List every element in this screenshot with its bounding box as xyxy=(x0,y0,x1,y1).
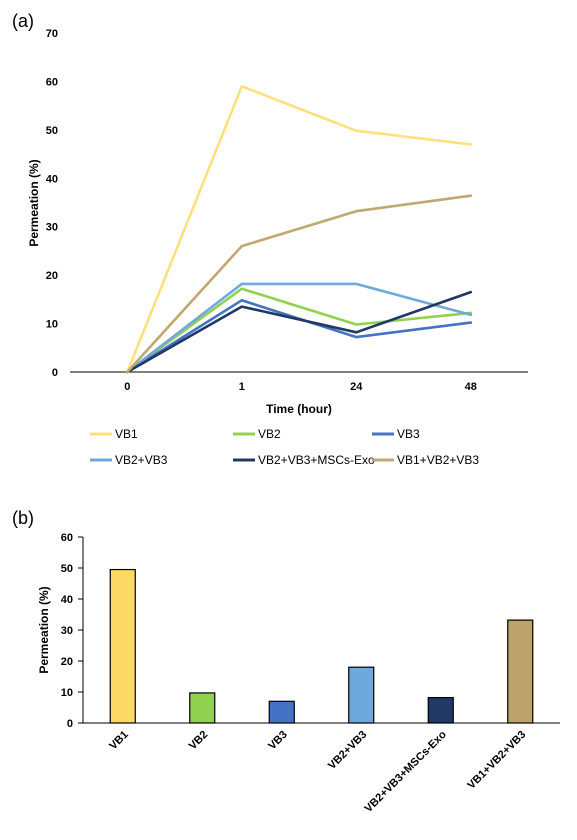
panel-a-x-tick-48: 48 xyxy=(465,381,477,393)
series-line-vb2 xyxy=(126,287,473,374)
bar-vb3 xyxy=(268,700,295,724)
panel-a-legend: VB1 VB2 VB3 VB2+VB3 VB2+VB3+MSCs-Exo VB1+VB2+… xyxy=(90,427,479,467)
legend-label-vb3: VB3 xyxy=(397,427,420,441)
panel-a-x-axis: 0 1 24 48 xyxy=(124,381,477,393)
bar-vb1-vb2-vb3 xyxy=(507,619,534,724)
panel-a-y-tick-70: 70 xyxy=(46,28,58,40)
legend-label-vb1-vb2-vb3: VB1+VB2+VB3 xyxy=(397,453,479,467)
panel-a-x-tick-24: 24 xyxy=(350,381,363,393)
panel-a-y-tick-10: 10 xyxy=(46,319,58,331)
panel-a-y-tick-60: 60 xyxy=(46,76,58,88)
panel-a-series-lines xyxy=(126,85,473,374)
legend-label-vb1: VB1 xyxy=(115,427,138,441)
panel-b-x-tick-vb3: VB3 xyxy=(266,729,290,753)
panel-b-y-axis: 0 10 20 30 40 50 60 xyxy=(61,532,83,730)
bar-vb2 xyxy=(189,692,216,724)
panel-a-y-tick-30: 30 xyxy=(46,222,58,234)
panel-b-y-tick-30: 30 xyxy=(61,625,73,637)
series-line-vb2-vb3-mscs-exo xyxy=(126,290,473,374)
series-line-vb1-vb2-vb3 xyxy=(126,194,473,374)
panel-a-y-axis: 0 10 20 30 40 50 60 70 xyxy=(46,28,58,379)
panel-a-y-tick-20: 20 xyxy=(46,270,58,282)
panel-b-y-tick-60: 60 xyxy=(61,532,73,544)
panel-b-x-tick-vb1-vb2-vb3: VB1+VB2+VB3 xyxy=(465,729,528,792)
legend-label-vb2-vb3: VB2+VB3 xyxy=(115,453,168,467)
panel-a-y-axis-title: Permeation (%) xyxy=(27,159,41,246)
panel-b-bars xyxy=(109,568,534,724)
panel-a-y-tick-0: 0 xyxy=(52,367,58,379)
bar-vb2-vb3-mscs-exo xyxy=(427,696,454,724)
panel-a-y-tick-40: 40 xyxy=(46,173,58,185)
panel-b-y-tick-10: 10 xyxy=(61,687,73,699)
legend-label-vb2: VB2 xyxy=(258,427,281,441)
panel-a-y-tick-50: 50 xyxy=(46,125,58,137)
panel-a-label: (a) xyxy=(12,11,34,31)
panel-a-x-tick-1: 1 xyxy=(239,381,245,393)
series-line-vb2-vb3 xyxy=(126,282,473,374)
panel-b-x-tick-vb2: VB2 xyxy=(187,729,211,753)
panel-b-x-tick-vb2-vb3-mscs-exo: VB2+VB3+MSCs-Exo xyxy=(363,728,449,814)
panel-b-x-tick-vb1: VB1 xyxy=(107,729,131,753)
panel-b-y-tick-40: 40 xyxy=(61,594,73,606)
series-line-vb1 xyxy=(126,85,473,374)
legend-label-vb2-vb3-mscs-exo: VB2+VB3+MSCs-Exo xyxy=(258,453,375,467)
panel-b-y-axis-title: Permeation (%) xyxy=(37,586,51,673)
panel-a-x-axis-title: Time (hour) xyxy=(266,402,332,416)
panel-b-label: (b) xyxy=(12,508,34,528)
panel-b-y-tick-0: 0 xyxy=(67,718,73,730)
panel-b-x-tick-vb2-vb3: VB2+VB3 xyxy=(326,729,369,772)
bar-vb2-vb3 xyxy=(348,666,375,724)
panel-b-y-tick-20: 20 xyxy=(61,656,73,668)
panel-a-x-tick-0: 0 xyxy=(124,381,130,393)
panel-b-y-tick-50: 50 xyxy=(61,563,73,575)
bar-vb1 xyxy=(109,568,136,724)
